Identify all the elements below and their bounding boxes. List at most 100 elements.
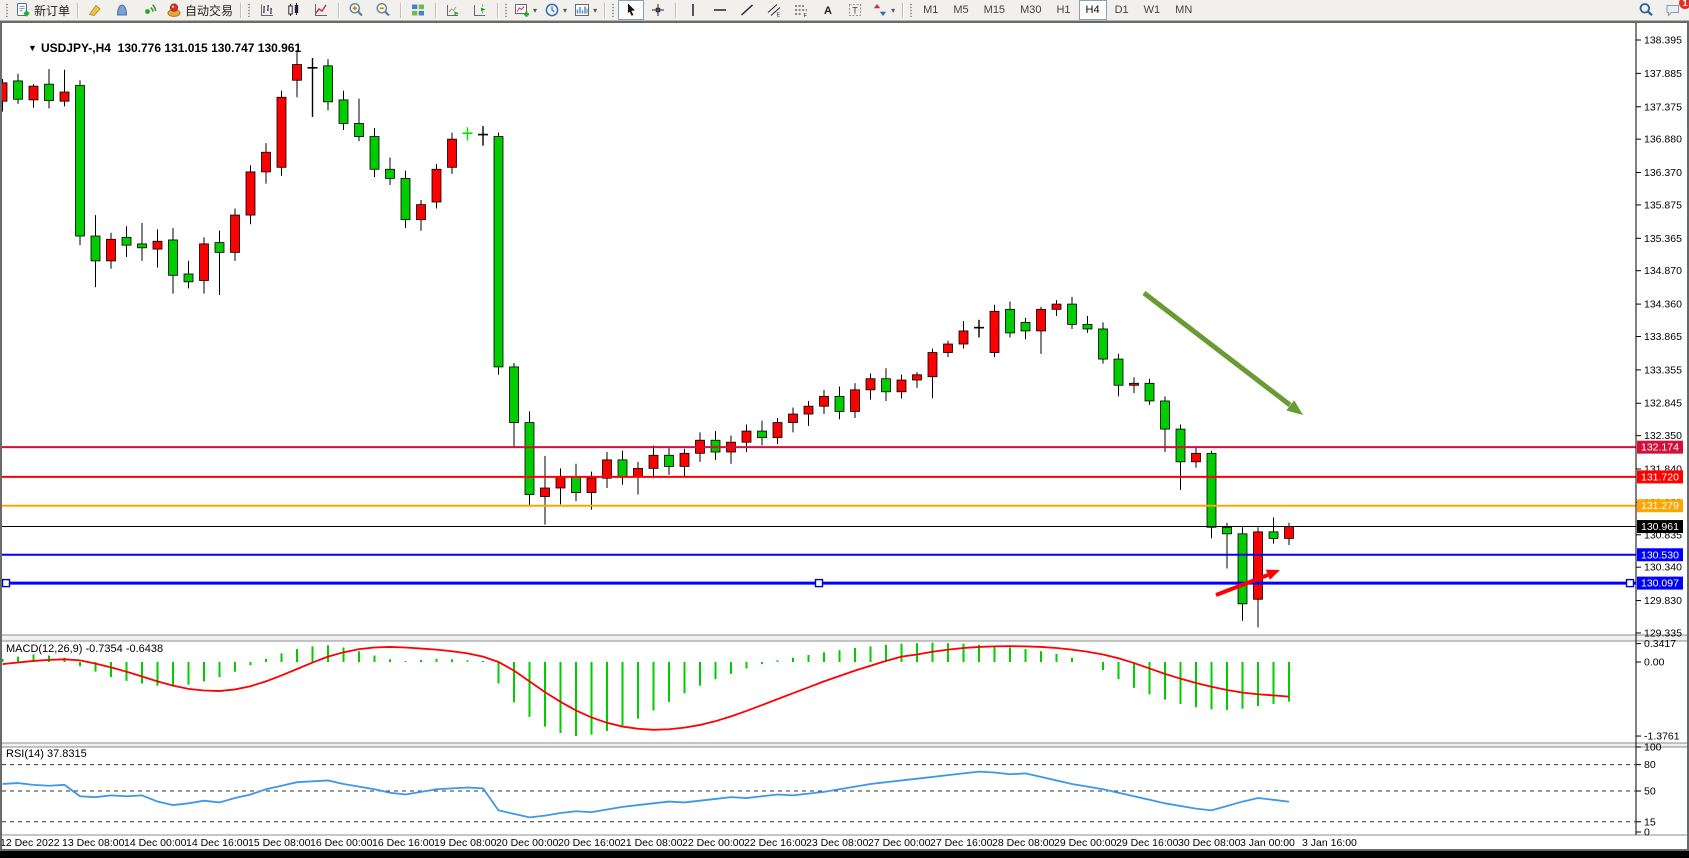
toolbar-drag-handle[interactable] bbox=[247, 3, 252, 17]
text-button[interactable] bbox=[815, 0, 841, 20]
candle-body[interactable] bbox=[338, 99, 349, 124]
timeframe-h4-button[interactable]: H4 bbox=[1078, 0, 1107, 20]
chart-shift-button[interactable] bbox=[467, 0, 493, 20]
candle-body[interactable] bbox=[850, 389, 860, 412]
candle-body[interactable] bbox=[400, 178, 411, 221]
candle-body[interactable] bbox=[1175, 428, 1186, 463]
timeframe-h1-button[interactable]: H1 bbox=[1056, 4, 1071, 16]
hline-handle[interactable] bbox=[814, 578, 824, 588]
candle-body[interactable] bbox=[214, 242, 225, 253]
candle-body[interactable] bbox=[571, 476, 581, 493]
candle-body[interactable] bbox=[354, 123, 364, 137]
candle-body[interactable] bbox=[989, 310, 1000, 353]
candle-body[interactable] bbox=[1268, 531, 1279, 539]
candle-body[interactable] bbox=[1191, 452, 1201, 463]
timeframe-m1-button[interactable]: M1 bbox=[923, 4, 939, 16]
arrows-button[interactable]: ▾ bbox=[869, 0, 898, 20]
candle-body[interactable] bbox=[772, 422, 783, 439]
zoom-in-button[interactable] bbox=[343, 0, 369, 20]
candle-body[interactable] bbox=[44, 83, 54, 101]
candle-body[interactable] bbox=[1253, 531, 1263, 600]
candle-body[interactable] bbox=[183, 273, 194, 283]
candle-body[interactable] bbox=[59, 91, 70, 102]
candle-body[interactable] bbox=[1222, 526, 1232, 535]
signals-button[interactable] bbox=[136, 0, 162, 20]
candle-body[interactable] bbox=[509, 366, 519, 423]
candle-body[interactable] bbox=[943, 343, 953, 353]
candle-body[interactable] bbox=[369, 136, 380, 170]
timeframe-m15-button[interactable]: M15 bbox=[983, 4, 1006, 16]
candlestick-chart-button[interactable] bbox=[281, 0, 307, 20]
zoom-out-button[interactable] bbox=[370, 0, 396, 20]
candle-body[interactable] bbox=[602, 459, 612, 479]
autotrade-button[interactable]: 自动交易 bbox=[163, 0, 236, 20]
candle-body[interactable] bbox=[1036, 308, 1046, 332]
candle-body[interactable] bbox=[121, 236, 132, 246]
candle-body[interactable] bbox=[1284, 526, 1294, 539]
candle-body[interactable] bbox=[1113, 358, 1124, 386]
candle-body[interactable] bbox=[555, 476, 566, 489]
indicators-button[interactable]: ▾ bbox=[511, 0, 540, 20]
candle-body[interactable] bbox=[1051, 303, 1062, 310]
candle-body[interactable] bbox=[834, 395, 845, 412]
toolbar-drag-handle[interactable] bbox=[5, 3, 9, 17]
candle-body[interactable] bbox=[323, 65, 333, 103]
candle-body[interactable] bbox=[819, 395, 829, 407]
candle-body[interactable] bbox=[90, 235, 101, 262]
timeframe-m30-button[interactable]: M30 bbox=[1020, 4, 1042, 16]
equidistant-channel-button[interactable] bbox=[761, 0, 787, 20]
candle-body[interactable] bbox=[447, 138, 457, 168]
candle-body[interactable] bbox=[912, 374, 922, 381]
tile-windows-button[interactable] bbox=[405, 0, 431, 20]
collapse-icon[interactable]: ▼ bbox=[28, 43, 37, 53]
candle-body[interactable] bbox=[958, 330, 969, 345]
candle-body[interactable] bbox=[28, 85, 39, 101]
candle-body[interactable] bbox=[292, 64, 302, 81]
candle-body[interactable] bbox=[896, 379, 907, 393]
candle-body[interactable] bbox=[865, 378, 876, 391]
dropdown-caret-icon[interactable]: ▾ bbox=[533, 5, 538, 15]
candle-body[interactable] bbox=[106, 238, 116, 262]
toolbar-drag-handle[interactable] bbox=[909, 3, 914, 17]
candle-body[interactable] bbox=[1237, 533, 1248, 605]
dropdown-caret-icon[interactable]: ▾ bbox=[593, 5, 598, 15]
candle-body[interactable] bbox=[664, 454, 674, 467]
candle-body[interactable] bbox=[803, 405, 814, 415]
candle-body[interactable] bbox=[617, 459, 628, 478]
candle-body[interactable] bbox=[1005, 308, 1015, 334]
candle-body[interactable] bbox=[788, 413, 798, 423]
chart-canvas[interactable]: 138.395 137.885 137.375 136.880 136.370 135.8… bbox=[2, 23, 1687, 849]
candle-body[interactable] bbox=[1206, 452, 1217, 528]
search-button[interactable] bbox=[1633, 0, 1659, 20]
trendline-button[interactable] bbox=[734, 0, 760, 20]
new-order-button[interactable]: 新订单 bbox=[12, 0, 73, 20]
candle-body[interactable] bbox=[524, 422, 535, 495]
fibonacci-button[interactable] bbox=[788, 0, 814, 20]
templates-button[interactable]: ▾ bbox=[571, 0, 600, 20]
candle-body[interactable] bbox=[1020, 322, 1031, 332]
panel-separator[interactable] bbox=[2, 743, 1687, 747]
candle-body[interactable] bbox=[152, 240, 163, 250]
timeframe-mn-button[interactable]: MN bbox=[1175, 4, 1193, 16]
chat-button[interactable]: 1 bbox=[1660, 0, 1689, 20]
candle-body[interactable] bbox=[416, 204, 426, 221]
text-label-button[interactable] bbox=[842, 0, 868, 20]
candle-body[interactable] bbox=[199, 243, 209, 281]
candle-body[interactable] bbox=[168, 239, 178, 276]
candle-body[interactable] bbox=[385, 168, 395, 179]
bar-chart-button[interactable] bbox=[254, 0, 280, 20]
green-arrow-head[interactable] bbox=[1286, 400, 1303, 415]
panel-separator[interactable] bbox=[2, 635, 1687, 641]
vertical-line-button[interactable] bbox=[680, 0, 706, 20]
line-chart-button[interactable] bbox=[308, 0, 334, 20]
red-arrow-head[interactable] bbox=[1265, 569, 1280, 580]
dropdown-caret-icon[interactable]: ▾ bbox=[563, 5, 568, 15]
crosshair-button[interactable] bbox=[645, 0, 671, 20]
candle-body[interactable] bbox=[1144, 382, 1155, 402]
horizontal-line-button[interactable] bbox=[707, 0, 733, 20]
candle-body[interactable] bbox=[1098, 328, 1108, 360]
candle-body[interactable] bbox=[431, 168, 442, 203]
candle-body[interactable] bbox=[710, 439, 721, 453]
candle-body[interactable] bbox=[757, 430, 767, 439]
candle-body[interactable] bbox=[648, 454, 659, 469]
